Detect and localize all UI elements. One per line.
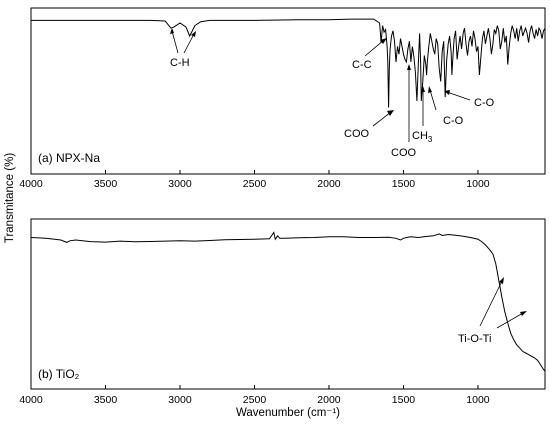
annotation-c-c: C-C [352, 38, 387, 71]
coo-1-arrow [372, 111, 392, 127]
ti-o-ti-arrowhead-right [520, 311, 527, 316]
ch3-subscript: 3 [428, 135, 433, 144]
c-o-1-arrow [429, 89, 437, 111]
panel-a-label: (a) NPX-Na [38, 151, 100, 165]
ti-o-ti-arrow-up [479, 280, 503, 327]
panel-a-x-ticks: 4000 3500 3000 2500 2000 1500 1000 [19, 170, 490, 190]
x-tick-label: 3500 [94, 394, 118, 406]
c-c-arrow [364, 39, 385, 57]
ti-o-ti-arrowhead-up [499, 277, 504, 284]
npx-na-spectrum-line [31, 18, 546, 108]
x-tick-label: 4000 [19, 394, 43, 406]
c-o-2-label: C-O [474, 97, 495, 109]
panel-b-label: (b) TiO₂ [38, 367, 80, 381]
ch3-arrowhead [421, 86, 425, 92]
panel-b: 4000 3500 3000 2500 2000 1500 1000 (b) TiO₂ Ti… [19, 218, 546, 406]
x-tick-label: 1500 [392, 394, 416, 406]
c-c-arrowhead [380, 38, 387, 44]
coo-1-label: COO [344, 128, 370, 140]
panel-b-x-ticks: 4000 3500 3000 2500 2000 1500 1000 [19, 385, 490, 406]
c-h-label: C-H [170, 57, 190, 69]
y-axis-title: Transmitance (%) [4, 153, 16, 243]
coo-2-label: COO [391, 147, 417, 159]
annotation-c-h: C-H [170, 28, 196, 69]
c-c-label: C-C [352, 59, 372, 71]
c-o-1-label: C-O [443, 115, 464, 127]
ch3-label: CH3 [412, 130, 433, 144]
annotation-ti-o-ti: Ti-O-Ti [458, 277, 527, 345]
panel-b-frame [30, 218, 546, 390]
coo-1-arrowhead [387, 110, 394, 116]
x-tick-label: 3500 [94, 178, 118, 190]
c-h-arrowhead-right [191, 31, 196, 37]
coo-2-arrowhead [407, 64, 411, 70]
c-o-1-arrowhead [428, 86, 432, 93]
x-tick-label: 2500 [243, 178, 267, 190]
c-o-2-arrow [446, 91, 471, 101]
ti-o-ti-label: Ti-O-Ti [458, 333, 491, 345]
panel-a: 4000 3500 3000 2500 2000 1500 1000 (a) NPX-Na … [19, 7, 546, 190]
panel-a-frame [30, 7, 546, 175]
c-o-2-arrowhead [444, 90, 450, 95]
ti-o-ti-arrow-right [496, 312, 524, 329]
x-tick-label: 4000 [19, 178, 43, 190]
c-h-arrow-right [183, 33, 195, 54]
x-tick-label: 2500 [243, 394, 267, 406]
annotation-c-o-2: C-O [444, 90, 495, 109]
x-tick-label: 1000 [466, 394, 490, 406]
annotation-coo-1: COO [344, 110, 394, 140]
ch3-text: CH [412, 130, 428, 142]
c-h-arrowhead-left [170, 28, 174, 34]
x-tick-label: 3000 [168, 394, 192, 406]
annotation-c-o-1: C-O [428, 86, 464, 127]
x-tick-label: 2000 [317, 178, 341, 190]
tio2-spectrum-line [30, 231, 546, 372]
x-tick-label: 1500 [392, 178, 416, 190]
annotation-ch3: CH3 [412, 86, 433, 144]
annotation-coo-2: COO [391, 64, 417, 159]
x-axis-title: Wavenumber (cm⁻¹) [236, 407, 340, 419]
x-tick-label: 1000 [466, 178, 490, 190]
x-tick-label: 3000 [168, 178, 192, 190]
c-h-arrow-left [171, 30, 179, 54]
x-tick-label: 2000 [317, 394, 341, 406]
